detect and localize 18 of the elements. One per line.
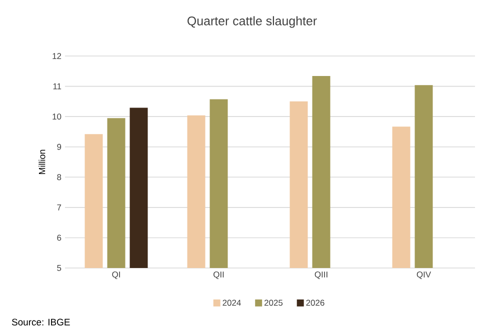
y-axis-title: Million xyxy=(38,150,46,174)
legend-label: 2026 xyxy=(306,300,324,306)
x-tick-label: QIV xyxy=(416,272,432,280)
source-note: Source: IBGE xyxy=(12,318,70,326)
chart-title: Quarter cattle slaughter xyxy=(188,16,317,28)
x-tick-label: QI xyxy=(112,272,120,280)
y-tick-label: 6 xyxy=(57,234,62,241)
legend-label: 2024 xyxy=(222,300,241,306)
y-tick-label: 11 xyxy=(53,83,62,90)
x-tick-label: QIII xyxy=(314,272,328,280)
x-tick-label: QII xyxy=(214,272,224,280)
y-tick-label: 10 xyxy=(52,114,62,120)
legend-label: 2025 xyxy=(264,300,283,306)
y-tick-label: 12 xyxy=(52,53,62,59)
y-tick-label: 5 xyxy=(57,265,62,271)
y-tick-label: 7 xyxy=(57,204,62,210)
y-tick-label: 8 xyxy=(57,174,62,180)
y-tick-label: 9 xyxy=(57,144,62,150)
